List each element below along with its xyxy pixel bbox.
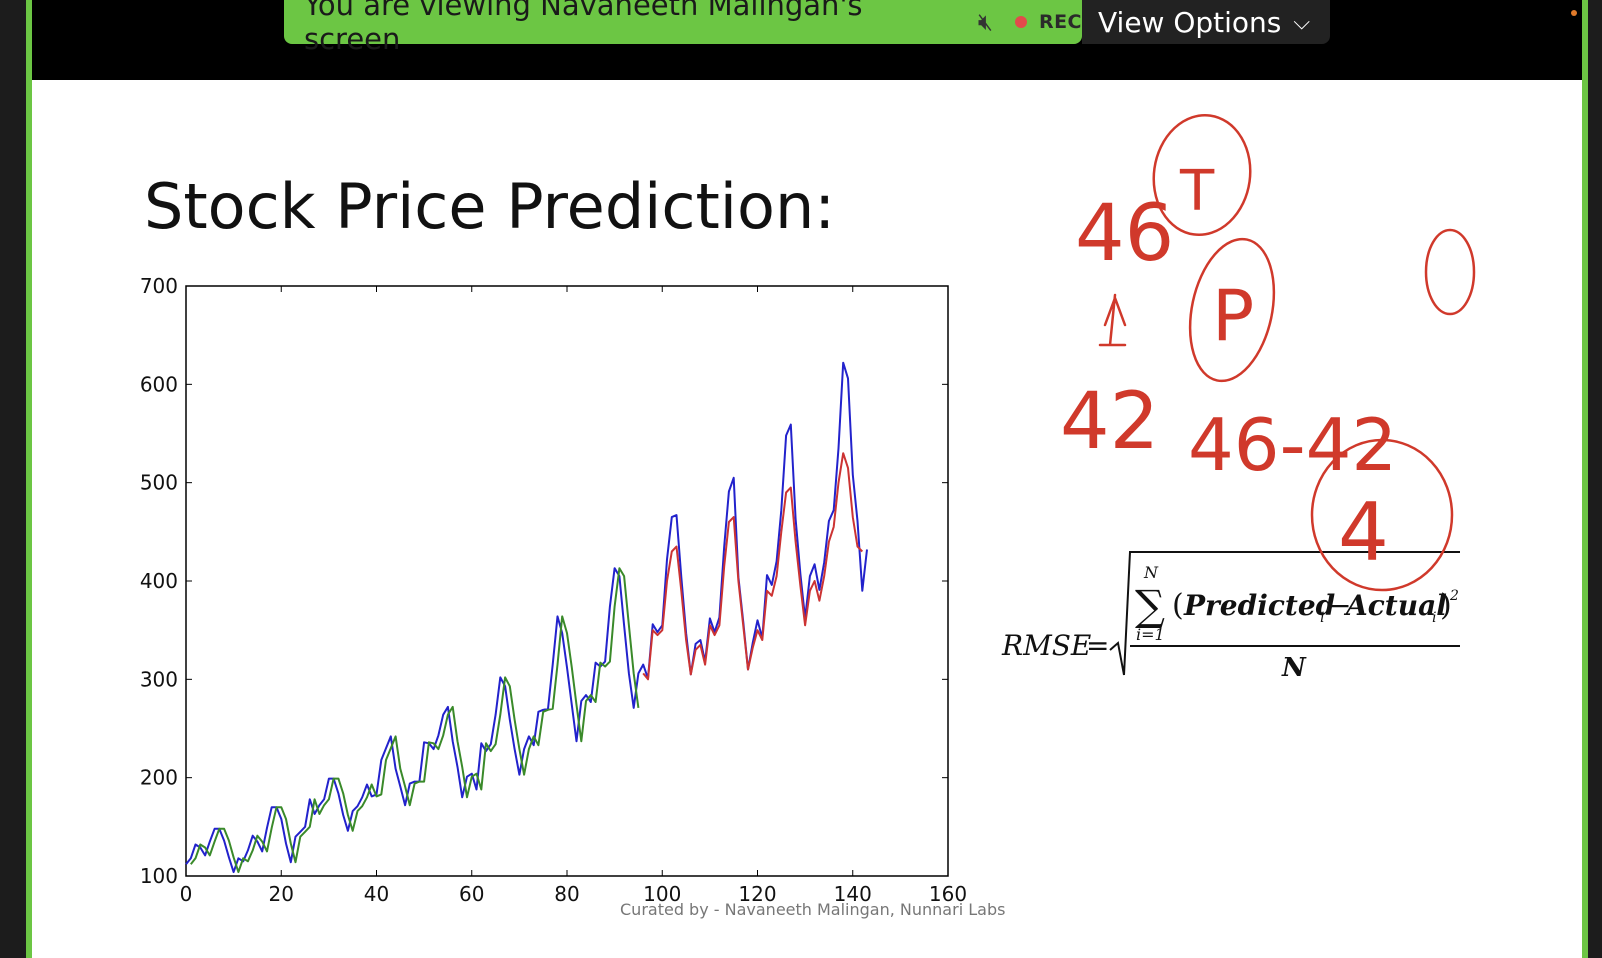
recording-label: REC — [1038, 11, 1082, 33]
share-banner: You are viewing Navaneeth Malingan's scr… — [284, 0, 1082, 56]
x-tick-label: 0 — [180, 882, 193, 906]
recording-dot-icon — [1014, 16, 1027, 28]
y-tick-label: 300 — [140, 667, 178, 691]
x-tick-label: 120 — [738, 882, 776, 906]
y-tick-label: 700 — [140, 274, 178, 298]
open-paren: ( — [1172, 588, 1184, 623]
status-dot-icon — [1571, 10, 1577, 16]
x-tick-label: 40 — [364, 882, 389, 906]
series-line-0 — [185, 361, 868, 874]
actual-subscript: i — [1432, 610, 1436, 626]
x-tick-label: 60 — [459, 882, 484, 906]
y-tick-label: 500 — [140, 471, 178, 495]
series-line-2 — [642, 452, 864, 681]
x-tick-label: 100 — [643, 882, 681, 906]
rmse-formula: RMSE = ∑ N i=1 ( Predicted i − Actual i … — [1001, 551, 1460, 680]
mic-off-icon: 🔇︎ — [977, 8, 993, 36]
formula-power: 2 — [1449, 588, 1459, 604]
formula-denominator: N — [1281, 653, 1307, 680]
y-tick-label: 600 — [140, 372, 178, 396]
y-tick-label: 200 — [140, 766, 178, 790]
view-options-button[interactable]: View Options ⌵ — [1082, 0, 1330, 44]
close-paren: ) — [1440, 588, 1452, 623]
slide-content: Stock Price Prediction: Curated by - Nav… — [32, 80, 1582, 958]
x-tick-label: 160 — [929, 882, 967, 906]
sum-bottom: i=1 — [1136, 625, 1165, 644]
y-tick-label: 400 — [140, 569, 178, 593]
x-tick-label: 80 — [554, 882, 579, 906]
slide-caption: Curated by - Navaneeth Malingan, Nunnari… — [620, 900, 1006, 919]
formula-predicted: Predicted — [1183, 589, 1335, 622]
y-tick-label: 100 — [140, 864, 178, 888]
minus-sign: − — [1328, 589, 1351, 622]
sqrt-sign — [1109, 551, 1460, 676]
plot-frame — [185, 285, 949, 877]
formula-equals: = — [1086, 629, 1109, 662]
sum-top: N — [1143, 563, 1159, 582]
slide-title: Stock Price Prediction: — [144, 170, 836, 243]
sum-symbol: ∑ — [1135, 581, 1165, 630]
formula-actual: Actual — [1343, 589, 1447, 622]
series-line-1 — [190, 567, 640, 874]
predicted-subscript: i — [1320, 610, 1324, 626]
x-tick-label: 140 — [834, 882, 872, 906]
chevron-down-icon: ⌵ — [1293, 9, 1311, 35]
share-banner-text: You are viewing Navaneeth Malingan's scr… — [304, 0, 863, 56]
view-options-label: View Options — [1098, 5, 1282, 39]
formula-lhs: RMSE — [1001, 629, 1091, 662]
x-tick-label: 20 — [269, 882, 294, 906]
